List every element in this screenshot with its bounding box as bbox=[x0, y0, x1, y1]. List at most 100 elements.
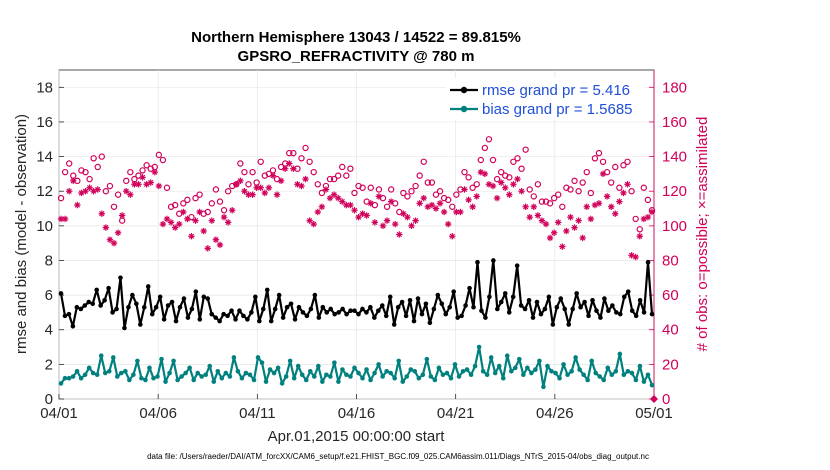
rmse-point bbox=[399, 299, 405, 305]
possible-obs-point bbox=[514, 155, 521, 162]
rmse-point bbox=[344, 311, 349, 317]
possible-obs-point bbox=[351, 189, 358, 197]
bias-point bbox=[440, 372, 446, 378]
assimilated-obs-point bbox=[180, 208, 187, 216]
assimilated-obs-point bbox=[265, 184, 273, 191]
bias-point bbox=[408, 367, 414, 372]
y-right-tick-label: 140 bbox=[662, 149, 687, 166]
possible-obs-point bbox=[608, 179, 615, 186]
possible-obs-point bbox=[375, 186, 383, 193]
rmse-point bbox=[300, 310, 306, 315]
rmse-point bbox=[562, 306, 568, 312]
assimilated-obs-point bbox=[612, 210, 619, 217]
rmse-point bbox=[292, 317, 298, 322]
possible-obs-point bbox=[640, 184, 648, 191]
rmse-point bbox=[229, 308, 234, 313]
bias-point bbox=[110, 355, 116, 360]
rmse-point bbox=[554, 304, 560, 310]
rmse-point bbox=[58, 291, 64, 296]
assimilated-obs-point bbox=[253, 184, 260, 191]
assimilated-obs-point bbox=[522, 203, 529, 210]
y-right-tick-label: 60 bbox=[662, 287, 679, 304]
possible-obs-point bbox=[204, 208, 211, 216]
y-axis-right-label: # of obs: o=possible; ×=assimilated bbox=[694, 117, 711, 352]
assimilated-obs-point bbox=[290, 165, 297, 172]
rmse-point bbox=[98, 303, 103, 308]
bias-point bbox=[275, 365, 281, 371]
bias-point bbox=[585, 377, 590, 383]
possible-obs-point bbox=[220, 207, 228, 214]
rmse-point bbox=[455, 315, 460, 320]
assimilated-obs-point bbox=[139, 174, 146, 181]
assimilated-obs-point bbox=[436, 200, 444, 207]
bias-point bbox=[593, 370, 599, 376]
possible-obs-point bbox=[290, 149, 297, 157]
possible-obs-point bbox=[461, 168, 468, 176]
bias-point bbox=[597, 374, 603, 379]
rmse-point bbox=[280, 315, 286, 320]
rmse-point bbox=[479, 308, 484, 313]
assimilated-obs-point bbox=[461, 186, 468, 193]
assimilated-obs-point bbox=[281, 165, 289, 172]
bias-point bbox=[513, 365, 518, 371]
assimilated-obs-point bbox=[147, 179, 154, 186]
bias-point bbox=[384, 368, 389, 374]
assimilated-obs-point bbox=[571, 224, 578, 231]
possible-obs-point bbox=[530, 193, 537, 200]
rmse-point bbox=[491, 258, 496, 263]
assimilated-obs-point bbox=[277, 177, 285, 185]
possible-obs-point bbox=[469, 184, 476, 191]
assimilated-obs-point bbox=[575, 217, 582, 224]
footnote: data file: /Users/raeder/DAI/ATM_forcXX/… bbox=[147, 452, 649, 461]
rmse-point bbox=[435, 292, 441, 298]
bias-point bbox=[316, 363, 321, 369]
assimilated-obs-point bbox=[269, 172, 277, 179]
rmse-point bbox=[78, 306, 84, 312]
possible-obs-point bbox=[102, 188, 110, 195]
bias-point bbox=[279, 381, 285, 386]
rmse-point bbox=[566, 322, 572, 327]
rmse-point bbox=[467, 285, 472, 291]
rmse-point bbox=[233, 317, 238, 322]
assimilated-obs-point bbox=[579, 234, 586, 242]
rmse-point bbox=[149, 311, 155, 317]
assimilated-obs-point bbox=[648, 208, 656, 216]
assimilated-obs-point bbox=[61, 215, 69, 223]
rmse-point bbox=[118, 275, 123, 281]
possible-obs-point bbox=[314, 181, 321, 188]
possible-obs-point bbox=[453, 191, 460, 198]
rmse-point bbox=[506, 310, 512, 315]
assimilated-obs-point bbox=[550, 229, 558, 236]
assimilated-obs-point bbox=[412, 217, 419, 224]
assimilated-obs-point bbox=[65, 188, 73, 195]
rmse-point bbox=[542, 306, 548, 312]
assimilated-obs-point bbox=[302, 175, 309, 183]
assimilated-obs-point bbox=[314, 208, 321, 216]
possible-obs-point bbox=[86, 175, 93, 183]
rmse-point bbox=[312, 292, 318, 298]
rmse-point bbox=[621, 294, 627, 300]
bias-point bbox=[521, 372, 526, 378]
bias-point bbox=[468, 372, 474, 378]
possible-obs-point bbox=[510, 158, 517, 165]
bias-point bbox=[127, 377, 132, 383]
possible-obs-point bbox=[412, 182, 419, 190]
chart-title: Northern Hemisphere 13043 / 14522 = 89.8… bbox=[191, 29, 521, 46]
assimilated-obs-point bbox=[506, 191, 513, 198]
legend-rmse-marker bbox=[460, 86, 468, 94]
possible-obs-point bbox=[127, 168, 134, 176]
assimilated-obs-point bbox=[367, 200, 374, 207]
rmse-point bbox=[126, 304, 131, 310]
bias-point bbox=[291, 375, 297, 381]
y-right-tick-label: 120 bbox=[662, 183, 687, 200]
bias-point bbox=[472, 363, 478, 369]
bias-point bbox=[416, 375, 422, 381]
assimilated-obs-point bbox=[392, 220, 399, 228]
possible-obs-point bbox=[644, 196, 652, 204]
bias-point bbox=[396, 358, 402, 364]
bias-point bbox=[203, 372, 209, 378]
bias-point bbox=[488, 355, 494, 360]
bias-point bbox=[139, 375, 144, 381]
rmse-point bbox=[209, 311, 215, 317]
